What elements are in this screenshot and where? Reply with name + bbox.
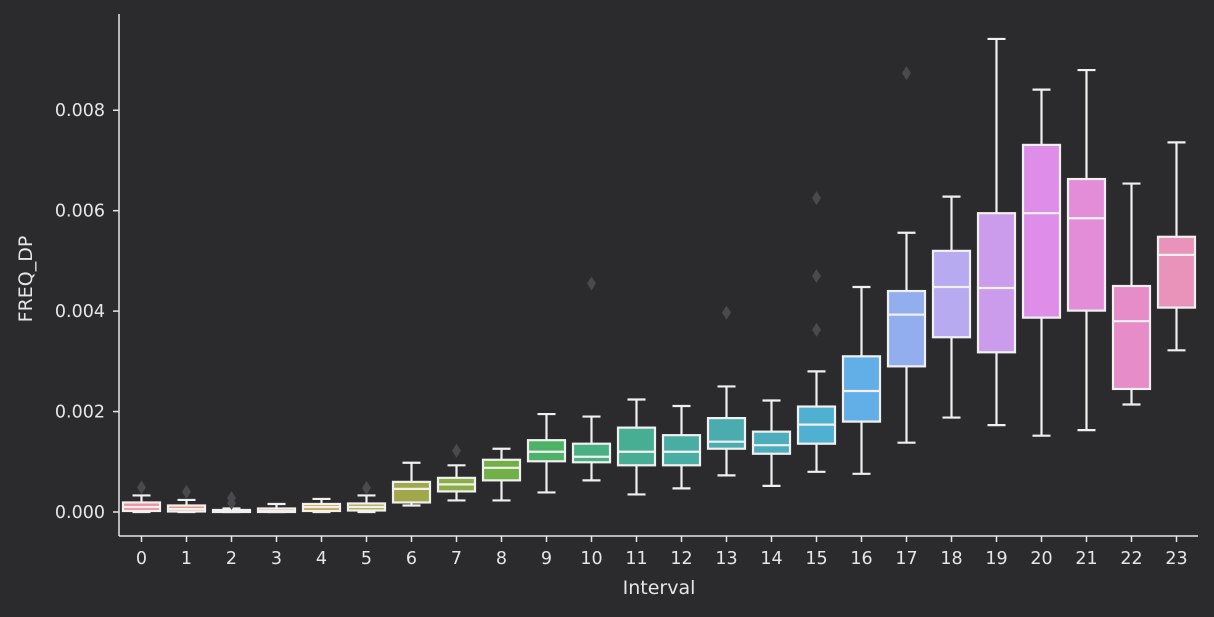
x-tick-label: 13 [715, 549, 737, 569]
box-body [571, 442, 612, 464]
box-18 [931, 195, 972, 419]
x-axis-label: Interval [623, 577, 696, 599]
box-body [1111, 284, 1152, 391]
x-tick-label: 2 [226, 549, 237, 569]
box-body [706, 416, 747, 450]
outlier-point [362, 480, 371, 495]
box-4 [301, 497, 342, 514]
x-tick-label: 1 [181, 549, 192, 569]
box-19 [976, 37, 1017, 427]
outlier-point [182, 484, 191, 499]
x-tick-label: 14 [760, 549, 782, 569]
x-tick-label: 9 [541, 549, 552, 569]
box-20 [1021, 88, 1062, 437]
box-body [616, 426, 657, 467]
boxes-group [121, 37, 1197, 514]
box-23 [1156, 141, 1197, 352]
x-tick-label: 11 [625, 549, 647, 569]
box-7 [436, 443, 477, 502]
box-12 [661, 404, 702, 490]
outlier-point [902, 66, 911, 81]
box-body [1156, 235, 1197, 309]
y-tick-label: 0.000 [55, 503, 105, 523]
box-6 [391, 461, 432, 507]
box-10 [571, 276, 612, 482]
x-tick-label: 12 [670, 549, 692, 569]
x-tick-label: 18 [940, 549, 962, 569]
box-body [481, 458, 522, 482]
outlier-point [812, 268, 821, 283]
outlier-point [452, 443, 461, 458]
box-body [976, 212, 1017, 354]
x-tick-label: 7 [451, 549, 462, 569]
box-2 [211, 490, 252, 514]
box-15 [796, 191, 837, 473]
box-body [1021, 143, 1062, 319]
box-17 [886, 66, 927, 444]
box-9 [526, 412, 567, 494]
x-tick-label: 4 [316, 549, 327, 569]
y-tick-label: 0.008 [55, 101, 105, 121]
x-tick-label: 0 [136, 549, 147, 569]
box-8 [481, 447, 522, 502]
box-body [931, 249, 972, 339]
box-13 [706, 305, 747, 477]
box-16 [841, 285, 882, 475]
x-tick-label: 15 [805, 549, 827, 569]
x-tick-label: 3 [271, 549, 282, 569]
y-axis-label: FREQ_DP [15, 236, 37, 323]
x-tick-label: 6 [406, 549, 417, 569]
box-body [841, 355, 882, 423]
box-body [661, 434, 702, 467]
x-tick-label: 20 [1030, 549, 1052, 569]
outlier-point [137, 480, 146, 495]
box-5 [346, 480, 387, 514]
x-tick-label: 5 [361, 549, 372, 569]
x-tick-label: 17 [895, 549, 917, 569]
box-11 [616, 398, 657, 496]
x-tick-label: 21 [1075, 549, 1097, 569]
box-body [1066, 177, 1107, 312]
x-tick-label: 10 [580, 549, 602, 569]
outlier-point [722, 305, 731, 320]
box-body [751, 430, 792, 455]
y-tick-label: 0.004 [55, 302, 105, 322]
box-3 [256, 502, 297, 514]
outlier-point [227, 490, 236, 505]
x-tick-label: 22 [1120, 549, 1142, 569]
outlier-point [812, 191, 821, 206]
y-tick-label: 0.002 [55, 403, 105, 423]
box-22 [1111, 182, 1152, 406]
outlier-point [587, 276, 596, 291]
box-1 [166, 484, 207, 514]
box-body [391, 480, 432, 504]
x-tick-label: 16 [850, 549, 872, 569]
y-tick-label: 0.006 [55, 202, 105, 222]
box-14 [751, 399, 792, 487]
x-tick-label: 23 [1165, 549, 1187, 569]
box-21 [1066, 68, 1107, 432]
box-0 [121, 480, 162, 514]
outlier-point [812, 322, 821, 337]
x-tick-label: 8 [496, 549, 507, 569]
x-tick-label: 19 [985, 549, 1007, 569]
box-body [886, 289, 927, 368]
